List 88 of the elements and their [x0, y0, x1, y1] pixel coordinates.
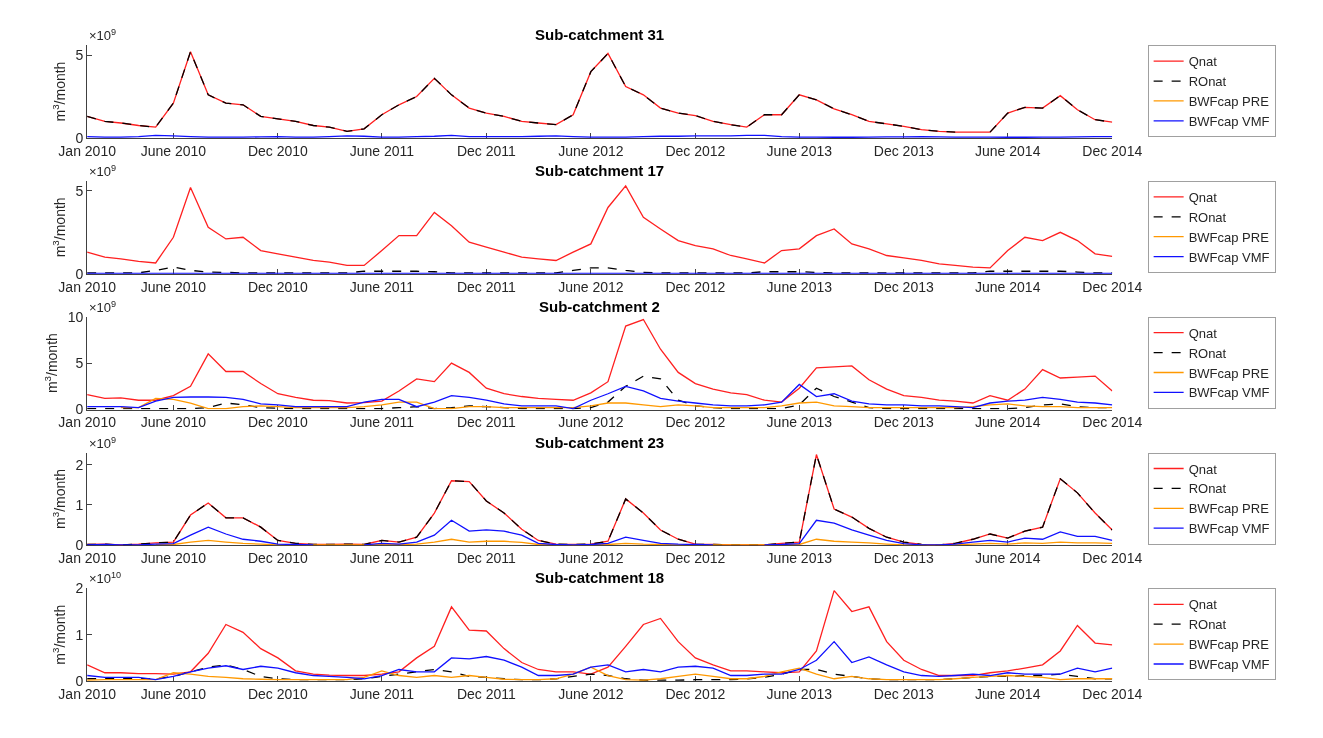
- x-tick-label: June 2011: [349, 142, 415, 159]
- x-tick-label: Dec 2011: [456, 142, 516, 159]
- x-tick-label: Dec 2014: [1082, 278, 1143, 295]
- x-tick-label: Dec 2010: [247, 414, 309, 431]
- x-tick-label: June 2014: [975, 550, 1041, 567]
- legend-label: BWFcap VMF: [1188, 249, 1270, 265]
- legend-label: Qnat: [1188, 597, 1218, 613]
- legend-label: Qnat: [1188, 189, 1218, 205]
- chart-title: Sub-catchment 17: [535, 162, 665, 179]
- x-tick-label: Dec 2014: [1082, 550, 1143, 567]
- text: ×10$^{9}$: [89, 27, 117, 44]
- x-tick-label: June 2014: [975, 278, 1041, 295]
- x-tick-label: Dec 2014: [1082, 685, 1143, 702]
- x-tick-label: June 2013: [766, 685, 833, 702]
- legend-label: BWFcap VMF: [1188, 521, 1270, 537]
- x-tick-label: Dec 2013: [873, 685, 934, 702]
- x-tick-label: June 2011: [349, 550, 415, 567]
- x-tick-label: June 2012: [558, 685, 624, 702]
- legend-label: Qnat: [1188, 325, 1218, 341]
- y-tick-label: 5: [75, 182, 84, 199]
- x-tick-label: June 2012: [558, 414, 624, 431]
- x-tick-label: Dec 2010: [247, 278, 309, 295]
- x-tick-label: June 2012: [558, 550, 624, 567]
- legend-label: BWFcap PRE: [1188, 501, 1270, 517]
- x-tick-label: June 2013: [766, 142, 833, 159]
- x-tick-label: June 2013: [766, 414, 833, 431]
- legend-label: Qnat: [1188, 54, 1218, 70]
- text: ×10$^{9}$: [89, 299, 117, 316]
- x-tick-label: June 2011: [349, 685, 415, 702]
- legend-label: ROnat: [1188, 345, 1227, 361]
- x-tick-label: June 2012: [558, 142, 624, 159]
- y-tick-label: 5: [75, 47, 84, 64]
- legend-label: BWFcap VMF: [1188, 657, 1270, 673]
- text: ×10$^{10}$: [89, 570, 122, 587]
- x-tick-label: Dec 2012: [665, 685, 726, 702]
- y-tick-label: 10: [67, 308, 84, 325]
- y-tick-label: 2: [75, 456, 84, 473]
- x-tick-label: June 2010: [140, 278, 207, 295]
- legend-label: BWFcap PRE: [1188, 365, 1270, 381]
- legend-label: BWFcap VMF: [1188, 113, 1270, 129]
- x-tick-label: June 2010: [140, 414, 207, 431]
- x-tick-label: June 2011: [349, 414, 415, 431]
- x-tick-label: Dec 2010: [247, 142, 309, 159]
- x-tick-label: June 2014: [975, 414, 1041, 431]
- x-tick-label: June 2013: [766, 550, 833, 567]
- legend-label: BWFcap PRE: [1188, 94, 1270, 109]
- legend-label: Qnat: [1188, 461, 1218, 477]
- y-tick-label: 1: [75, 626, 84, 643]
- legend-label: ROnat: [1188, 74, 1227, 90]
- chart-title: Sub-catchment 23: [535, 434, 665, 451]
- legend-label: BWFcap PRE: [1188, 637, 1270, 653]
- x-tick-label: June 2010: [140, 685, 207, 702]
- x-tick-label: June 2012: [558, 278, 624, 295]
- x-tick-label: Dec 2013: [873, 550, 934, 567]
- x-tick-label: June 2014: [975, 685, 1041, 702]
- x-tick-label: June 2013: [766, 278, 833, 295]
- x-tick-label: June 2011: [349, 278, 415, 295]
- x-tick-label: Dec 2010: [247, 685, 309, 702]
- x-tick-label: Dec 2014: [1082, 414, 1143, 431]
- x-tick-label: Dec 2011: [456, 278, 516, 295]
- legend-label: ROnat: [1188, 209, 1227, 225]
- legend-label: BWFcap VMF: [1188, 385, 1270, 401]
- chart-title: Sub-catchment 18: [535, 569, 665, 586]
- legend-label: ROnat: [1188, 481, 1227, 497]
- x-tick-label: Dec 2014: [1082, 142, 1143, 159]
- x-tick-label: June 2010: [140, 142, 207, 159]
- x-tick-label: Dec 2011: [456, 685, 516, 702]
- text: ×10$^{9}$: [89, 163, 117, 180]
- x-tick-label: June 2010: [140, 550, 207, 567]
- x-tick-label: Dec 2011: [456, 550, 516, 567]
- legend-label: BWFcap PRE: [1188, 229, 1270, 245]
- text: ×10$^{9}$: [89, 435, 117, 452]
- x-tick-label: Dec 2013: [873, 278, 934, 295]
- x-tick-label: Dec 2010: [247, 550, 309, 567]
- x-tick-label: Dec 2012: [665, 414, 726, 431]
- x-tick-label: Dec 2012: [665, 142, 726, 159]
- y-tick-label: 1: [75, 496, 84, 513]
- x-tick-label: Dec 2011: [456, 414, 516, 431]
- x-tick-label: June 2014: [975, 142, 1041, 159]
- chart-title: Sub-catchment 2: [539, 298, 660, 315]
- legend-label: ROnat: [1188, 617, 1227, 633]
- chart-title: Sub-catchment 31: [535, 26, 665, 43]
- x-tick-label: Dec 2012: [665, 278, 726, 295]
- x-tick-label: Dec 2013: [873, 142, 934, 159]
- y-tick-label: 2: [75, 580, 84, 597]
- x-tick-label: Dec 2012: [665, 550, 726, 567]
- x-tick-label: Dec 2013: [873, 414, 934, 431]
- y-tick-label: 5: [75, 355, 84, 372]
